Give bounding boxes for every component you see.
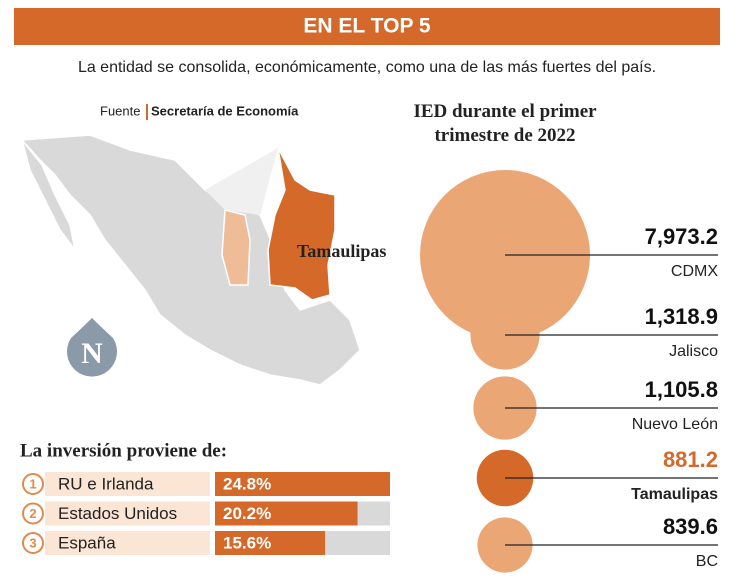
map (20, 134, 361, 386)
bar (215, 501, 358, 526)
category-label: Nuevo León (632, 416, 718, 433)
source-label: Fuente (100, 103, 140, 118)
rank: 3 (29, 535, 36, 550)
category-label: Jalisco (669, 343, 718, 360)
zoom-wedge (205, 148, 278, 215)
bar (215, 472, 390, 496)
label-bg (45, 501, 210, 526)
value-label: 7,973.2 (645, 224, 718, 249)
value-label: 881.2 (663, 447, 718, 472)
rank-circle (22, 532, 44, 554)
header-title: EN EL TOP 5 (303, 15, 431, 38)
peninsula (21, 139, 76, 251)
bar-title: La inversión proviene de: (20, 440, 227, 461)
value-label: 15.6% (223, 533, 271, 552)
label-bg (45, 531, 210, 555)
nuevo-leon (221, 209, 251, 286)
subtitle: La entidad se consolida, económicamente,… (78, 59, 656, 76)
value-label: 20.2% (223, 504, 271, 523)
source: Secretaría de Economía (151, 103, 299, 118)
logo (67, 318, 118, 377)
value-label: 1,318.9 (645, 304, 718, 329)
rank: 1 (29, 476, 36, 491)
logo-letter: N (81, 337, 103, 370)
category-label: Estados Unidos (58, 504, 177, 523)
category-label: CDMX (671, 263, 718, 280)
value-label: 24.8% (223, 474, 271, 493)
map-label: Tamaulipas (297, 241, 386, 261)
header-bar (14, 8, 720, 45)
category-label: España (58, 533, 116, 552)
category-label: RU e Irlanda (58, 474, 154, 493)
rank-circle (22, 473, 44, 495)
label-bg (45, 472, 210, 496)
value-label: 839.6 (663, 514, 718, 539)
rank: 2 (29, 506, 36, 521)
value-label: 1,105.8 (645, 377, 718, 402)
tamaulipas (267, 147, 336, 301)
rank-circle (22, 502, 44, 525)
separator (146, 104, 148, 120)
bar (215, 531, 326, 555)
category-label: BC (696, 553, 718, 570)
bubble-title: IED durante el primer trimestre de 2022 (413, 101, 597, 146)
category-label: Tamaulipas (631, 486, 718, 503)
